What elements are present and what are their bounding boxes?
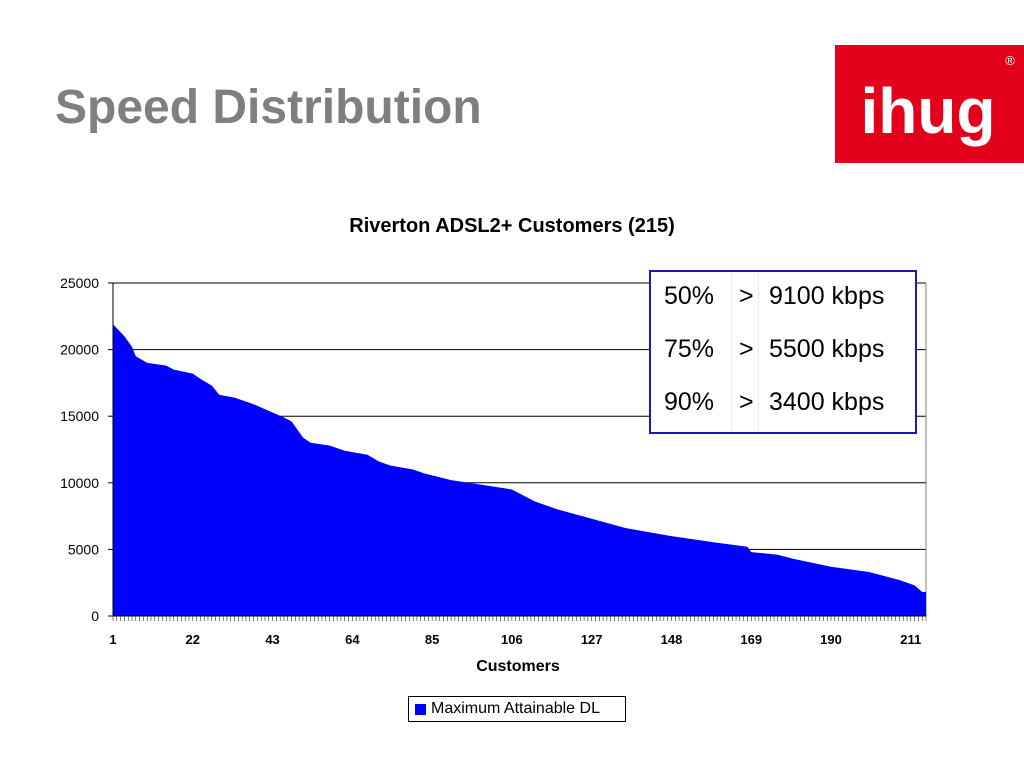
x-tick-label: 190 [820,632,842,647]
stats-operator: > [739,335,754,363]
x-tick-label: 43 [265,632,279,647]
x-axis-title: Customers [476,658,560,675]
y-tick-label: 0 [91,608,99,624]
x-tick-label: 22 [186,632,200,647]
stats-operator: > [739,282,754,310]
stats-percentile: 50% [664,282,715,310]
stats-operator: > [739,388,754,416]
ihug-logo: ihug ® [835,45,1024,163]
stats-value: 5500 kbps [769,335,885,363]
x-tick-label: 1 [109,632,116,647]
slide-title: Speed Distribution [55,81,482,134]
stats-percentile: 75% [664,335,715,363]
y-tick-label: 20000 [60,342,99,358]
stats-value: 3400 kbps [769,388,885,416]
logo-background [835,45,1024,163]
series-area-maximum-attainable-dl [113,324,926,616]
stats-value: 9100 kbps [769,282,885,310]
y-tick-label: 15000 [60,408,99,424]
stats-box: 50% > 9100 kbps 75% > 5500 kbps 90% > 34… [649,270,917,434]
x-tick-label: 148 [661,632,683,647]
stats-column-divider [731,272,732,432]
x-tick-label: 85 [425,632,439,647]
x-tick-label: 169 [740,632,762,647]
y-tick-label: 10000 [60,475,99,491]
y-tick-label: 5000 [68,541,99,557]
chart-title: Riverton ADSL2+ Customers (215) [349,215,675,237]
stats-column-divider [758,272,759,432]
x-tick-label: 106 [501,632,523,647]
logo-wordmark: ihug [860,75,995,147]
legend-swatch [415,703,426,715]
stats-row: 75% > 5500 kbps [651,335,915,375]
chart-legend: Maximum Attainable DL [408,696,626,722]
stats-percentile: 90% [664,388,715,416]
y-tick-label: 25000 [60,275,99,291]
legend-label: Maximum Attainable DL [431,700,600,717]
registered-mark: ® [1005,53,1015,68]
x-tick-label: 127 [581,632,603,647]
x-tick-label: 64 [345,632,360,647]
x-tick-label: 211 [900,632,921,647]
stats-row: 50% > 9100 kbps [651,282,915,322]
stats-row: 90% > 3400 kbps [651,388,915,428]
